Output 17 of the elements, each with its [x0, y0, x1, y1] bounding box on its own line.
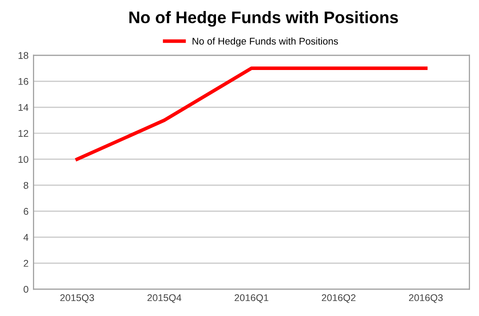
y-tick-label: 2 — [24, 260, 28, 267]
chart-title: No of Hedge Funds with Positions — [129, 11, 398, 27]
y-tick-label: 18 — [18, 52, 28, 59]
legend-label: No of Hedge Funds with Positions — [192, 37, 338, 47]
x-tick-label: 2016Q3 — [409, 294, 443, 303]
y-tick-label: 0 — [24, 286, 28, 293]
x-tick-label: 2015Q4 — [147, 294, 182, 303]
y-tick-label: 14 — [18, 104, 28, 111]
x-tick-label: 2016Q2 — [322, 294, 356, 303]
x-tick-label: 2016Q1 — [234, 294, 268, 303]
y-tick-label: 10 — [18, 156, 28, 163]
y-tick-label: 8 — [24, 182, 28, 189]
y-tick-label: 12 — [18, 130, 28, 137]
x-tick-label: 2015Q3 — [60, 294, 94, 303]
y-tick-label: 16 — [18, 78, 28, 85]
y-tick-label: 6 — [24, 208, 28, 215]
y-tick-label: 4 — [23, 234, 28, 241]
